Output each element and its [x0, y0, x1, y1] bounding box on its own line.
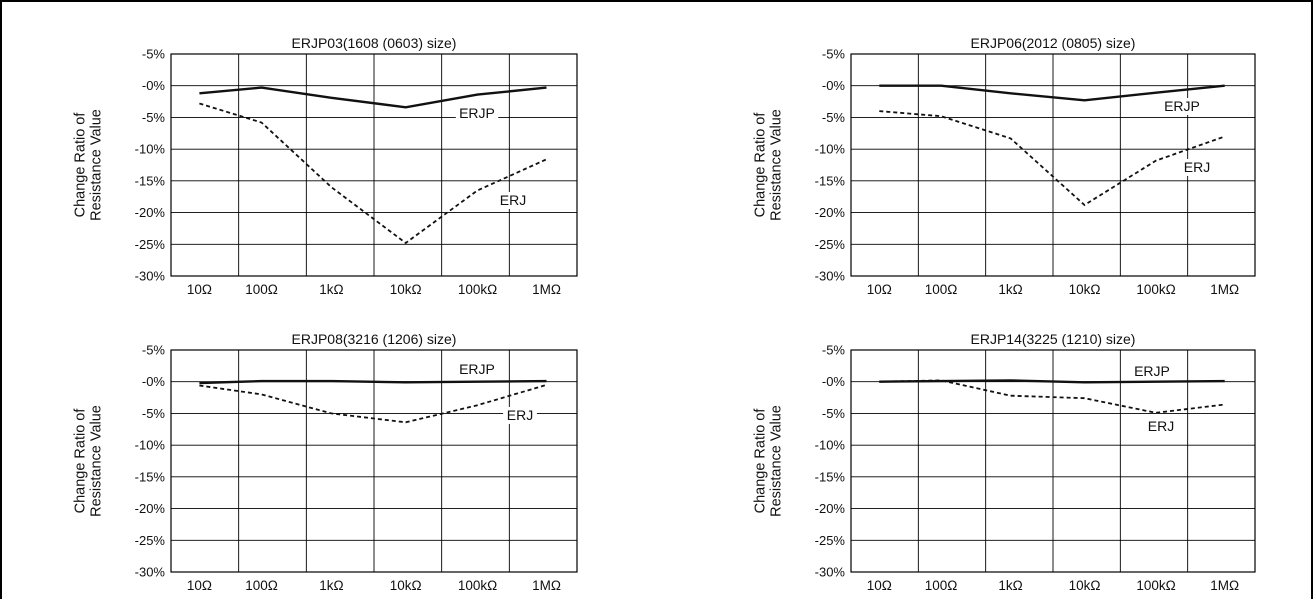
x-tick-label: 10kΩ [1069, 282, 1101, 297]
x-tick-label: 10Ω [867, 578, 892, 593]
y-axis-label-line1: Change Ratio of [73, 408, 89, 514]
chart-title: ERJP08(3216 (1206) size) [292, 331, 457, 347]
y-tick-label: -0% [142, 374, 166, 389]
y-axis-label: Change Ratio ofResistance Value [753, 109, 785, 221]
y-tick-label: -10% [815, 438, 846, 453]
y-tick-label: -25% [135, 237, 166, 252]
y-tick-label: -5% [142, 406, 166, 421]
series-label-erj: ERJ [507, 407, 533, 423]
chart-panel-3: -5% -0% -5% -10% -15% -20% -25% -30% 10Ω 100Ω 1kΩ 1… [73, 331, 577, 593]
x-tick-label: 10kΩ [390, 282, 422, 297]
y-axis-label-line2: Resistance Value [89, 109, 105, 221]
x-tick-label: 1MΩ [1210, 282, 1239, 297]
x-tick-label: 1kΩ [319, 578, 343, 593]
x-tick-label: 10Ω [187, 578, 212, 593]
y-axis-label-line1: Change Ratio of [73, 112, 89, 218]
y-tick-label: -10% [135, 142, 166, 157]
y-axis-label: Change Ratio ofResistance Value [73, 109, 105, 221]
y-tick-label: -0% [822, 78, 846, 93]
y-tick-label: -20% [815, 501, 846, 516]
x-tick-label: 1MΩ [1210, 578, 1239, 593]
y-tick-label: -5% [822, 47, 846, 62]
y-tick-label: -10% [815, 142, 846, 157]
x-tick-label: 100Ω [245, 578, 278, 593]
y-axis-label: Change Ratio ofResistance Value [73, 405, 105, 517]
y-axis-label-line2: Resistance Value [89, 405, 105, 517]
chart-title: ERJP03(1608 (0603) size) [292, 35, 457, 51]
series-label-erj: ERJ [1148, 418, 1174, 434]
series-label-erjp: ERJP [1164, 98, 1200, 114]
y-tick-label: -20% [135, 501, 166, 516]
series-label-erjp: ERJP [459, 105, 495, 121]
y-tick-label: -25% [815, 533, 846, 548]
y-tick-label: -30% [815, 269, 846, 284]
y-tick-label: -15% [815, 173, 846, 188]
x-tick-label: 10Ω [187, 282, 212, 297]
y-axis-label-line1: Change Ratio of [753, 408, 769, 514]
y-tick-label: -20% [135, 205, 166, 220]
x-tick-label: 10Ω [867, 282, 892, 297]
y-tick-label: -25% [815, 237, 846, 252]
y-tick-label: -15% [135, 173, 166, 188]
y-axis-label: Change Ratio ofResistance Value [753, 405, 785, 517]
y-tick-label: -20% [815, 205, 846, 220]
x-tick-label: 100Ω [245, 282, 278, 297]
y-tick-label: -0% [142, 78, 166, 93]
y-tick-label: -5% [142, 47, 166, 62]
y-tick-label: -25% [135, 533, 166, 548]
y-tick-label: -5% [822, 343, 846, 358]
y-tick-label: -0% [822, 374, 846, 389]
x-tick-label: 100kΩ [458, 282, 497, 297]
y-tick-label: -15% [815, 469, 846, 484]
y-tick-label: -5% [822, 406, 846, 421]
y-tick-label: -5% [142, 343, 166, 358]
series-label-erjp: ERJP [1134, 363, 1170, 379]
y-tick-label: -30% [135, 269, 166, 284]
x-tick-label: 1kΩ [998, 578, 1022, 593]
x-tick-label: 100Ω [925, 578, 958, 593]
chart-panel-4: -5% -0% -5% -10% -15% -20% -25% -30% 10Ω 100Ω 1kΩ 1… [753, 331, 1255, 593]
chart-title: ERJP14(3225 (1210) size) [971, 331, 1136, 347]
series-label-erjp: ERJP [459, 361, 495, 377]
x-tick-label: 1MΩ [532, 282, 561, 297]
y-tick-label: -5% [822, 110, 846, 125]
y-axis-label-line2: Resistance Value [769, 109, 785, 221]
series-label-erj: ERJ [500, 192, 526, 208]
x-tick-label: 1MΩ [532, 578, 561, 593]
x-tick-label: 10kΩ [390, 578, 422, 593]
x-tick-label: 100Ω [925, 282, 958, 297]
y-axis-label-line1: Change Ratio of [753, 112, 769, 218]
x-tick-label: 100kΩ [1136, 578, 1175, 593]
chart-panel-1: -5% -0% -5% -10% -15% -20% -25% -30% 10Ω 100Ω 1kΩ 1… [73, 35, 577, 297]
chart-panel-2: -5% -0% -5% -10% -15% -20% -25% -30% 10Ω 100Ω 1kΩ 1… [753, 35, 1255, 297]
y-axis-label-line2: Resistance Value [769, 405, 785, 517]
x-tick-label: 1kΩ [998, 282, 1022, 297]
y-tick-label: -30% [815, 565, 846, 580]
chart-title: ERJP06(2012 (0805) size) [971, 35, 1136, 51]
y-tick-label: -15% [135, 469, 166, 484]
y-tick-label: -30% [135, 565, 166, 580]
x-tick-label: 100kΩ [1136, 282, 1175, 297]
y-tick-label: -5% [142, 110, 166, 125]
x-tick-label: 10kΩ [1069, 578, 1101, 593]
y-tick-label: -10% [135, 438, 166, 453]
x-tick-label: 100kΩ [458, 578, 497, 593]
series-label-erj: ERJ [1184, 159, 1210, 175]
x-tick-label: 1kΩ [319, 282, 343, 297]
